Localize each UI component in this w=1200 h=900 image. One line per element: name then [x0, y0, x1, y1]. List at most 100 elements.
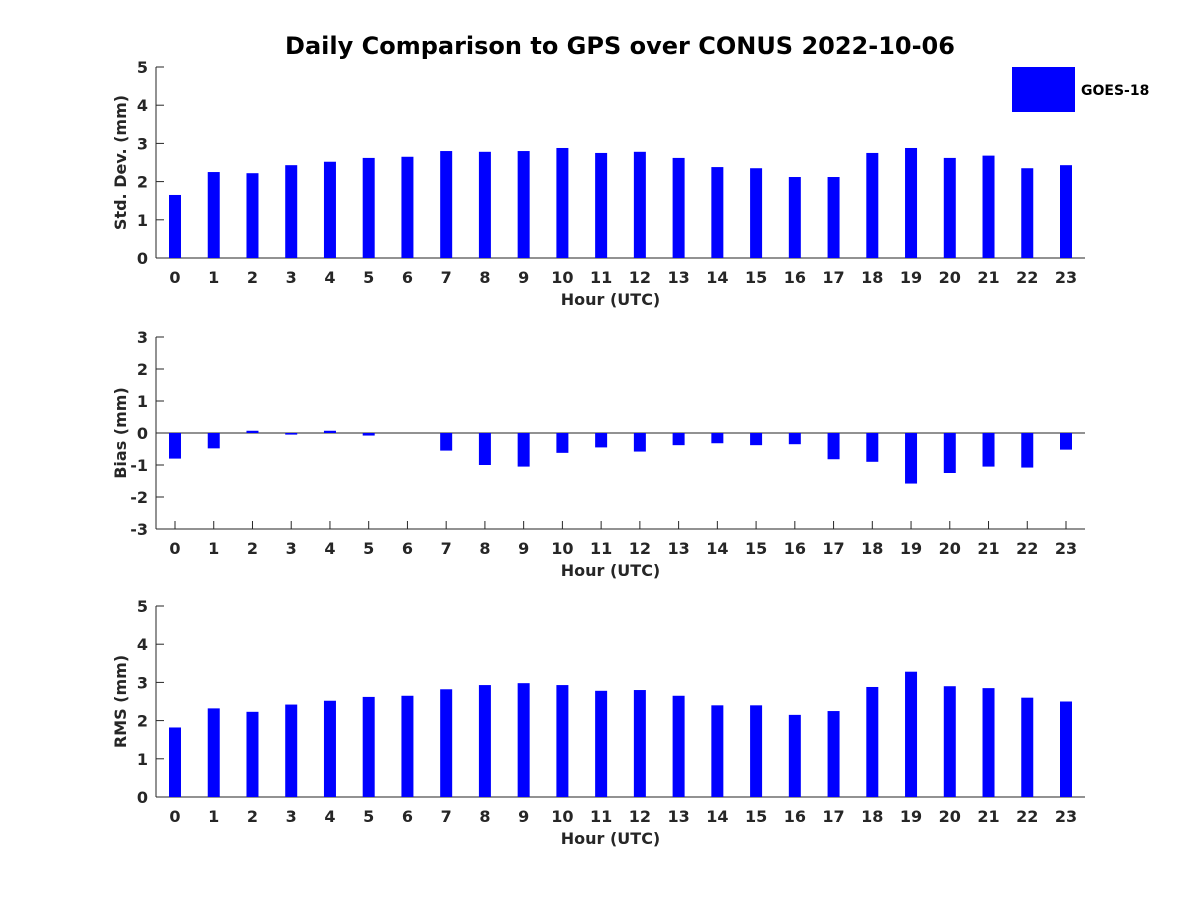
rms-bar-hour-1 [207, 708, 220, 797]
rms-x-tick-label: 10 [551, 807, 573, 826]
bias-bar-hour-7 [440, 433, 453, 451]
std-dev-y-tick-label: 3 [137, 134, 148, 153]
bias-bar-hour-13 [672, 433, 685, 446]
std-dev-bar-hour-0 [169, 194, 181, 258]
rms-x-tick-label: 17 [822, 807, 844, 826]
std-dev-bar-hour-6 [401, 156, 414, 258]
rms-bar-hour-8 [478, 685, 491, 797]
rms-y-tick-label: 2 [137, 712, 148, 731]
rms-x-tick-label: 11 [590, 807, 612, 826]
rms-x-tick-label: 6 [402, 807, 413, 826]
rms-y-tick-label: 5 [137, 597, 148, 616]
rms-y-axis-label: RMS (mm) [111, 655, 130, 748]
bias-bar-hour-3 [285, 433, 298, 435]
bias-bar-hour-10 [556, 433, 569, 453]
rms-x-tick-label: 7 [441, 807, 452, 826]
rms-bar-hour-23 [1060, 701, 1072, 797]
chart-title: Daily Comparison to GPS over CONUS 2022-… [285, 32, 955, 60]
rms-bar-hour-11 [595, 690, 608, 797]
std-dev-x-tick-label: 20 [939, 268, 961, 287]
rms-x-tick-label: 16 [784, 807, 806, 826]
std-dev-bar-hour-21 [982, 155, 995, 258]
std-dev-x-tick-label: 18 [861, 268, 883, 287]
std-dev-y-tick-label: 0 [137, 249, 148, 268]
std-dev-bar-hour-20 [943, 157, 956, 258]
rms-x-tick-label: 8 [479, 807, 490, 826]
std-dev-x-tick-label: 17 [822, 268, 844, 287]
bias-x-tick-label: 18 [861, 539, 883, 558]
rms-x-tick-label: 4 [324, 807, 335, 826]
bias-x-tick-label: 14 [706, 539, 728, 558]
std-dev-bar-hour-1 [207, 172, 220, 258]
std-dev-bar-hour-9 [517, 151, 530, 258]
rms-bar-hour-17 [827, 711, 840, 797]
std-dev-y-axis-label: Std. Dev. (mm) [111, 95, 130, 230]
bias-x-axis-label: Hour (UTC) [561, 561, 661, 580]
rms-y-tick-label: 0 [137, 788, 148, 807]
std-dev-bar-hour-22 [1021, 168, 1034, 258]
bias-x-tick-label: 11 [590, 539, 612, 558]
std-dev-y-tick-label: 4 [137, 96, 148, 115]
std-dev-x-tick-label: 10 [551, 268, 573, 287]
std-dev-bar-hour-18 [866, 152, 879, 258]
bias-y-tick-label: -3 [130, 520, 148, 539]
std-dev-bar-hour-5 [362, 157, 375, 258]
bias-bar-hour-14 [711, 433, 724, 444]
std-dev-x-tick-label: 0 [169, 268, 180, 287]
std-dev-bar-hour-15 [750, 168, 763, 258]
rms-bar-hour-5 [362, 696, 375, 797]
bias-y-tick-label: 0 [137, 424, 148, 443]
std-dev-bar-hour-23 [1060, 165, 1072, 258]
rms-x-tick-label: 19 [900, 807, 922, 826]
std-dev-bar-hour-4 [323, 161, 336, 258]
std-dev-y-tick-label: 1 [137, 211, 148, 230]
rms-x-tick-label: 14 [706, 807, 728, 826]
rms-bar-hour-18 [866, 686, 879, 797]
bias-bar-hour-9 [517, 433, 530, 467]
bias-bar-hour-21 [982, 433, 995, 467]
std-dev-y-tick-label: 5 [137, 58, 148, 77]
legend-swatch [1012, 67, 1075, 112]
std-dev-bar-hour-19 [905, 147, 918, 258]
rms-x-tick-label: 21 [977, 807, 999, 826]
bias-x-tick-label: 10 [551, 539, 573, 558]
rms-x-axis-label: Hour (UTC) [561, 829, 661, 848]
legend-label: GOES-18 [1081, 83, 1149, 99]
bias-y-tick-label: 3 [137, 328, 148, 347]
std-dev-bar-hour-7 [440, 151, 453, 258]
rms-y-tick-label: 1 [137, 750, 148, 769]
rms-y-tick-label: 3 [137, 673, 148, 692]
std-dev-x-tick-label: 14 [706, 268, 728, 287]
bias-bar-hour-12 [633, 433, 646, 452]
std-dev-x-tick-label: 13 [667, 268, 689, 287]
bias-bar-hour-22 [1021, 433, 1034, 468]
rms-bar-hour-2 [246, 711, 259, 797]
std-dev-bar-hour-8 [478, 151, 491, 258]
rms-bar-hour-10 [556, 685, 569, 797]
bias-x-tick-label: 15 [745, 539, 767, 558]
std-dev-x-tick-label: 12 [629, 268, 651, 287]
rms-bar-hour-22 [1021, 697, 1034, 797]
bias-x-tick-label: 23 [1055, 539, 1077, 558]
std-dev-x-tick-label: 5 [363, 268, 374, 287]
bias-x-tick-label: 7 [441, 539, 452, 558]
bias-bar-hour-0 [169, 433, 181, 459]
rms-x-tick-label: 5 [363, 807, 374, 826]
rms-x-tick-label: 3 [286, 807, 297, 826]
rms-bar-hour-6 [401, 695, 414, 797]
bias-x-tick-label: 0 [169, 539, 180, 558]
std-dev-x-tick-label: 19 [900, 268, 922, 287]
std-dev-bar-hour-10 [556, 147, 569, 258]
rms-bar-hour-15 [750, 705, 763, 797]
bias-bar-hour-2 [246, 430, 259, 433]
bias-x-tick-label: 2 [247, 539, 258, 558]
bias-x-tick-label: 21 [977, 539, 999, 558]
std-dev-x-tick-label: 2 [247, 268, 258, 287]
std-dev-bar-hour-14 [711, 167, 724, 258]
rms-x-tick-label: 23 [1055, 807, 1077, 826]
bias-bar-hour-11 [595, 433, 608, 448]
bias-y-tick-label: 2 [137, 360, 148, 379]
